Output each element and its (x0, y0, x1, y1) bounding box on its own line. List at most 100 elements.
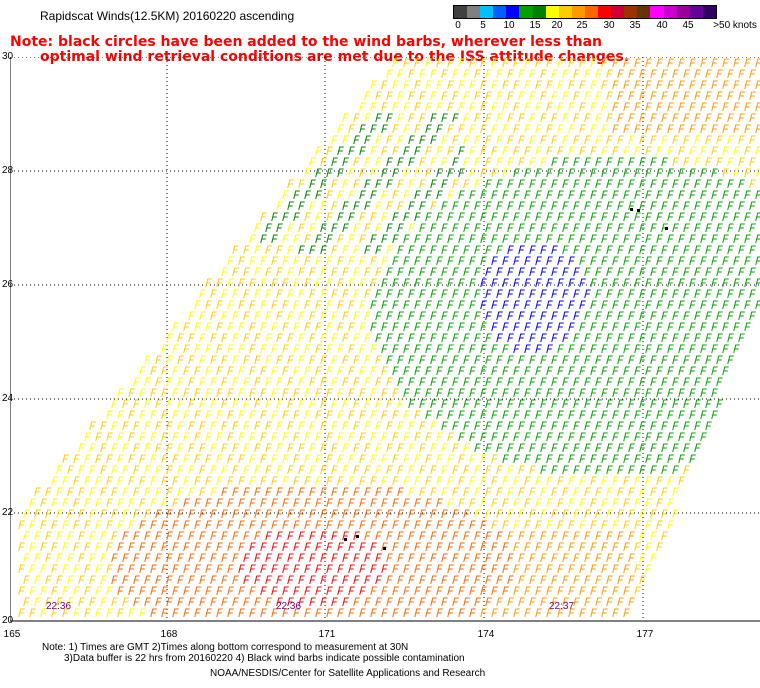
wind-barb (519, 532, 525, 540)
wind-barb (470, 565, 476, 573)
wind-barb (607, 136, 613, 144)
wind-barb (382, 103, 388, 111)
wind-barb (310, 312, 316, 320)
wind-barb (624, 257, 630, 265)
wind-barb (140, 543, 146, 551)
wind-barb (409, 378, 415, 386)
wind-barb (668, 279, 674, 287)
wind-barb (409, 532, 415, 540)
wind-barb (503, 213, 509, 221)
wind-barb (629, 422, 635, 430)
wind-barb (569, 477, 575, 485)
wind-barb (624, 147, 630, 155)
wind-barb (712, 59, 718, 67)
wind-barb (591, 81, 597, 89)
wind-barb (404, 433, 410, 441)
wind-barb (453, 158, 459, 166)
wind-barb (134, 554, 140, 562)
map-title: Rapidscat Winds(12.5KM) 20160220 ascendi… (40, 9, 294, 23)
wind-barb (530, 444, 536, 452)
wind-barb (371, 103, 377, 111)
wind-barb (673, 356, 679, 364)
wind-barb (349, 213, 355, 221)
wind-barb (530, 422, 536, 430)
wind-barb (679, 389, 685, 397)
wind-barb (107, 565, 113, 573)
wind-barb (151, 367, 157, 375)
wind-barb (602, 191, 608, 199)
wind-barb (701, 433, 707, 441)
wind-barb (585, 576, 591, 584)
wind-barb (360, 323, 366, 331)
wind-barb (261, 411, 267, 419)
wind-barb (338, 543, 344, 551)
wind-barb (514, 279, 520, 287)
wind-barb (470, 125, 476, 133)
wind-barb (723, 169, 729, 177)
wind-barb (437, 235, 443, 243)
wind-barb (668, 103, 674, 111)
wind-barb (519, 136, 525, 144)
wind-barb (706, 312, 712, 320)
wind-barb (387, 268, 393, 276)
wind-barb (118, 411, 124, 419)
wind-barb (679, 477, 685, 485)
wind-barb (448, 521, 454, 529)
wind-barb (662, 268, 668, 276)
wind-barb (294, 587, 300, 595)
wind-barb (745, 191, 751, 199)
wind-barb (371, 301, 377, 309)
wind-barb (415, 257, 421, 265)
wind-barb (640, 158, 646, 166)
wind-barb (459, 367, 465, 375)
wind-barb (541, 598, 547, 606)
wind-barb (354, 400, 360, 408)
wind-barb (695, 202, 701, 210)
wind-barb (332, 246, 338, 254)
wind-barb (602, 213, 608, 221)
wind-barb (684, 70, 690, 78)
wind-barb (35, 488, 41, 496)
wind-barb (288, 290, 294, 298)
wind-barb (624, 521, 630, 529)
wind-barb (277, 444, 283, 452)
wind-barb (52, 587, 58, 595)
wind-barb (217, 543, 223, 551)
wind-barb (255, 378, 261, 386)
wind-barb (332, 576, 338, 584)
wind-barb (607, 202, 613, 210)
wind-barb (508, 576, 514, 584)
wind-barb (327, 257, 333, 265)
wind-barb (629, 246, 635, 254)
wind-barb (140, 587, 146, 595)
wind-barb (651, 356, 657, 364)
wind-barb (387, 290, 393, 298)
wind-barb (640, 378, 646, 386)
wind-barb (239, 301, 245, 309)
wind-barb (41, 521, 47, 529)
wind-barb (415, 235, 421, 243)
wind-barb (602, 125, 608, 133)
wind-barb (673, 488, 679, 496)
wind-barb (398, 598, 404, 606)
wind-barb (189, 312, 195, 320)
wind-barb (514, 147, 520, 155)
wind-barb (420, 312, 426, 320)
wind-barb (635, 81, 641, 89)
wind-barb (607, 510, 613, 518)
wind-barb (321, 488, 327, 496)
wind-barb (404, 301, 410, 309)
wind-barb (646, 565, 652, 573)
wind-barb (332, 334, 338, 342)
wind-barb (327, 455, 333, 463)
wind-barb (288, 488, 294, 496)
wind-barb (283, 587, 289, 595)
wind-barb (305, 499, 311, 507)
wind-barb (613, 543, 619, 551)
wind-barb (547, 587, 553, 595)
wind-barb (734, 81, 740, 89)
wind-barb (129, 455, 135, 463)
wind-barb (332, 202, 338, 210)
wind-barb (349, 477, 355, 485)
wind-barb (508, 510, 514, 518)
